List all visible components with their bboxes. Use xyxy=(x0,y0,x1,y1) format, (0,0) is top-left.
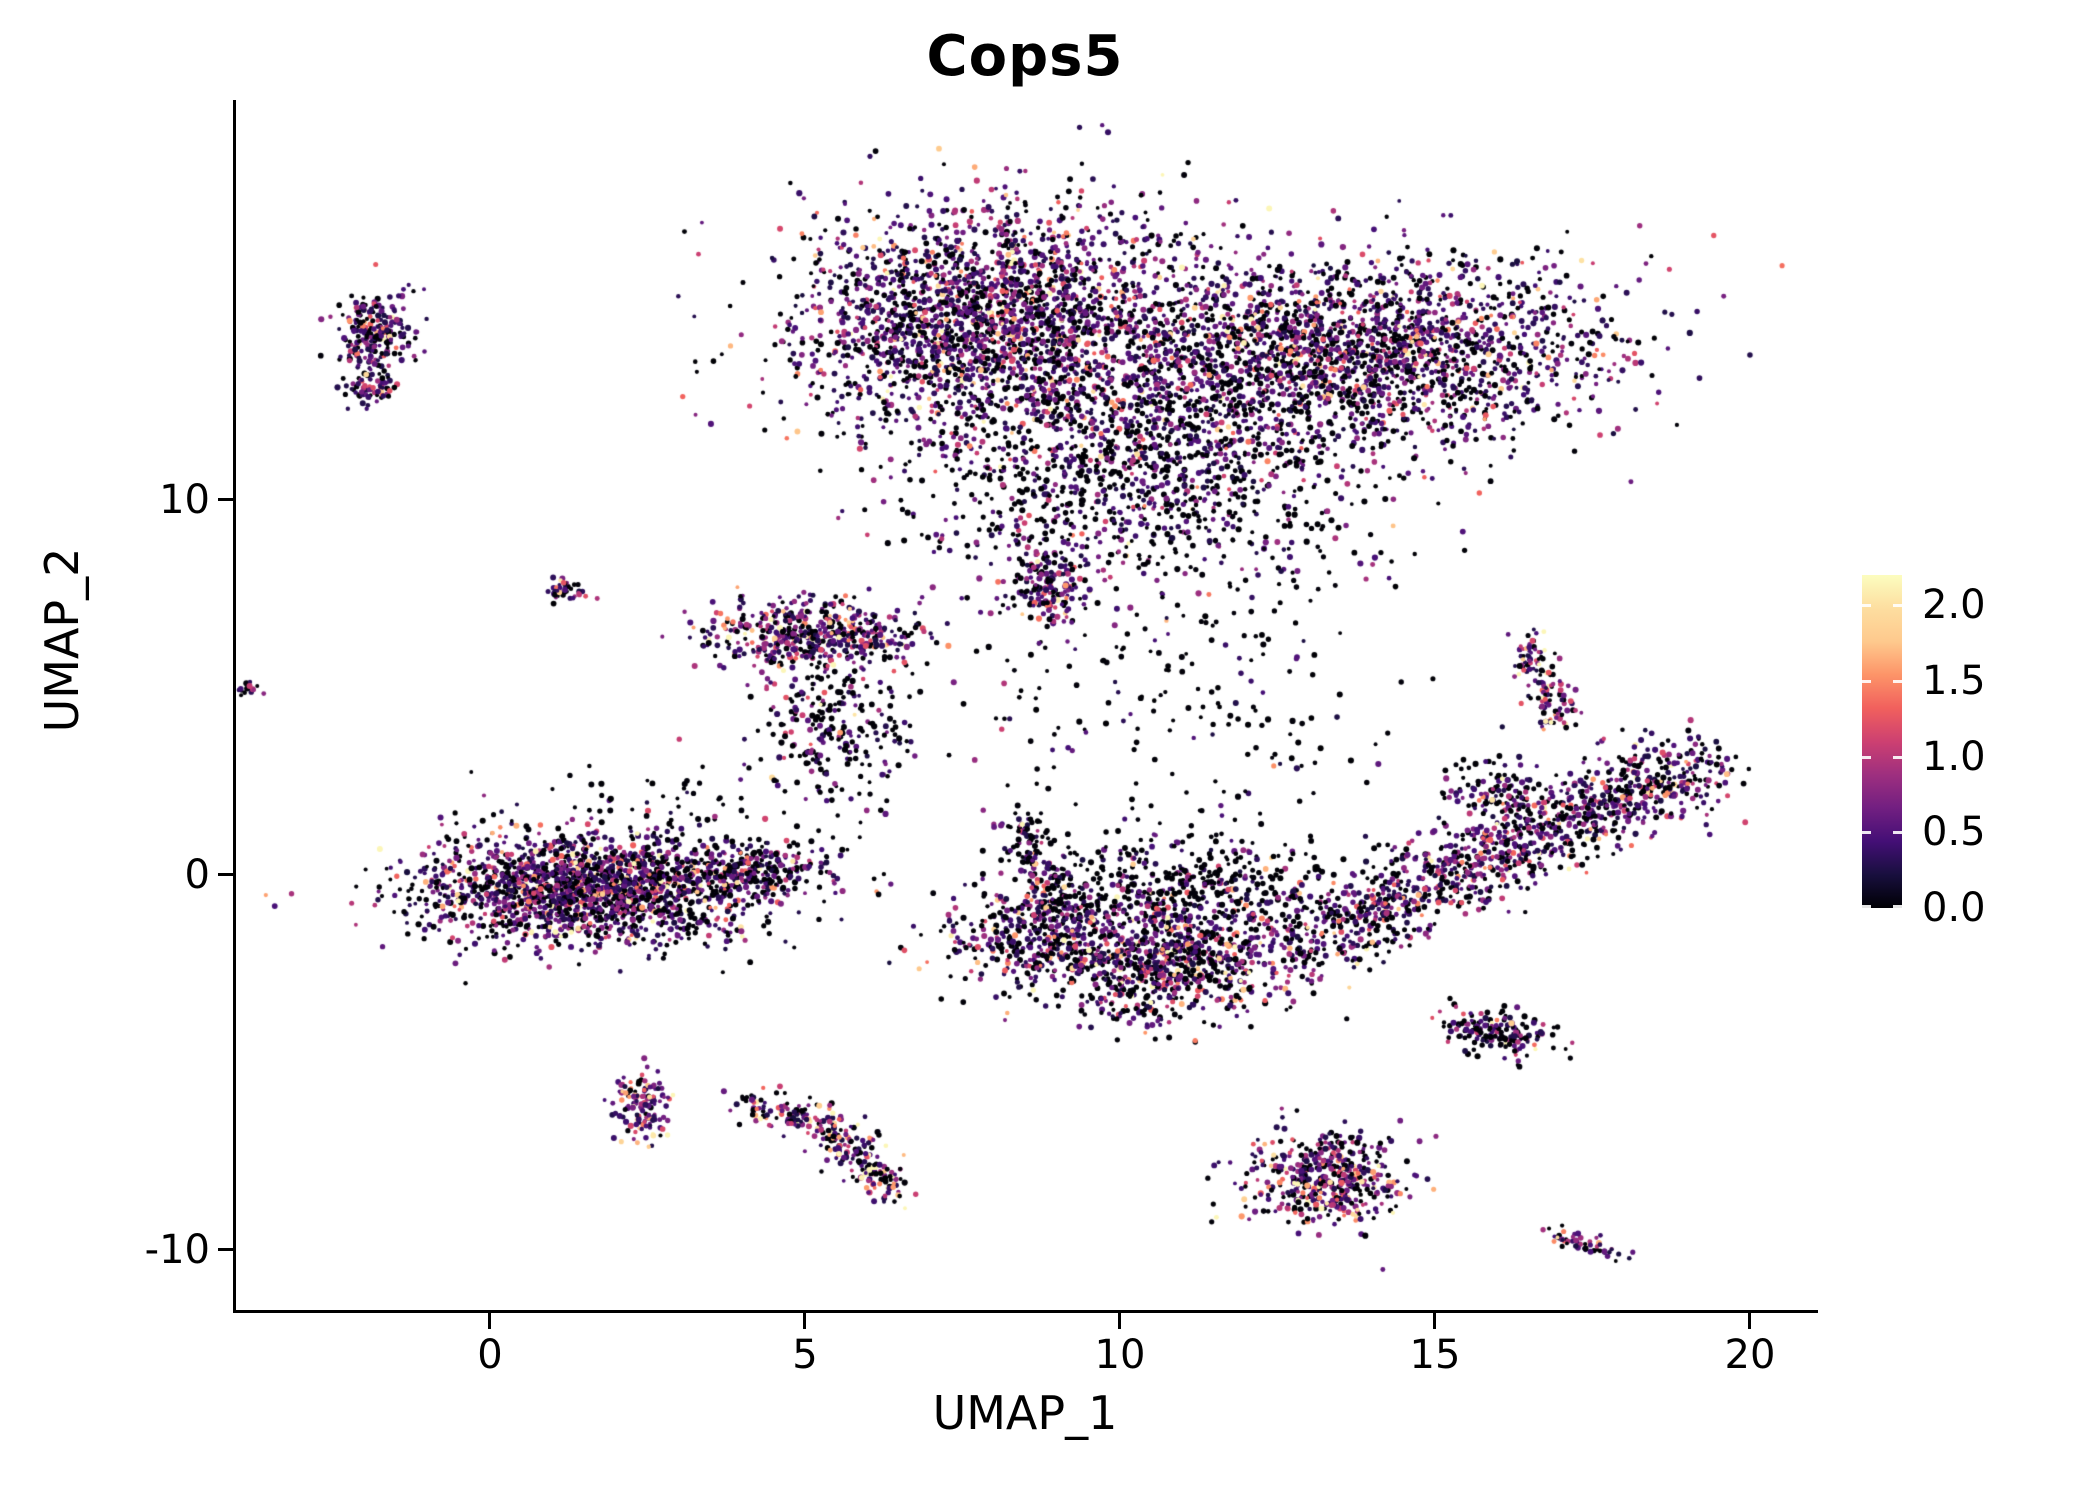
y-tick-label: -10 xyxy=(144,1227,210,1273)
colorbar-tick-mark xyxy=(1862,604,1871,608)
y-tick-label: 10 xyxy=(159,477,210,523)
colorbar-tick-mark xyxy=(1893,604,1902,608)
plot-panel xyxy=(233,100,1818,1313)
colorbar-tick-label: 0.0 xyxy=(1922,885,1986,931)
x-tick-label: 15 xyxy=(1409,1332,1461,1378)
colorbar-tick-label: 0.5 xyxy=(1922,809,1986,855)
colorbar-gradient xyxy=(1862,575,1902,908)
colorbar-tick-mark xyxy=(1862,905,1871,908)
colorbar-tick-label: 1.0 xyxy=(1922,734,1986,780)
y-tick-label: 0 xyxy=(184,852,210,898)
y-tick-mark xyxy=(218,873,233,876)
y-tick-mark xyxy=(218,1248,233,1251)
colorbar-tick-mark xyxy=(1862,679,1871,683)
colorbar-tick-label: 1.5 xyxy=(1922,658,1986,704)
colorbar-tick-mark xyxy=(1893,831,1902,835)
colorbar-tick-mark xyxy=(1893,905,1902,908)
colorbar-tick-mark xyxy=(1893,679,1902,683)
x-tick-mark xyxy=(488,1313,491,1329)
colorbar-tick-label: 2.0 xyxy=(1922,582,1986,628)
scatter-canvas xyxy=(236,100,1816,1310)
y-tick-mark xyxy=(218,498,233,501)
x-tick-mark xyxy=(1118,1313,1121,1329)
y-axis-label: UMAP_2 xyxy=(35,547,89,733)
x-tick-label: 10 xyxy=(1094,1332,1146,1378)
colorbar-tick-mark xyxy=(1862,755,1871,759)
x-tick-label: 0 xyxy=(477,1332,503,1378)
colorbar-tick-mark xyxy=(1862,831,1871,835)
x-axis-label: UMAP_1 xyxy=(932,1386,1118,1440)
x-tick-mark xyxy=(1748,1313,1751,1329)
x-tick-label: 20 xyxy=(1724,1332,1776,1378)
x-tick-mark xyxy=(1433,1313,1436,1329)
x-tick-mark xyxy=(803,1313,806,1329)
plot-title: Cops5 xyxy=(926,24,1124,89)
x-tick-label: 5 xyxy=(792,1332,818,1378)
colorbar-tick-mark xyxy=(1893,755,1902,759)
